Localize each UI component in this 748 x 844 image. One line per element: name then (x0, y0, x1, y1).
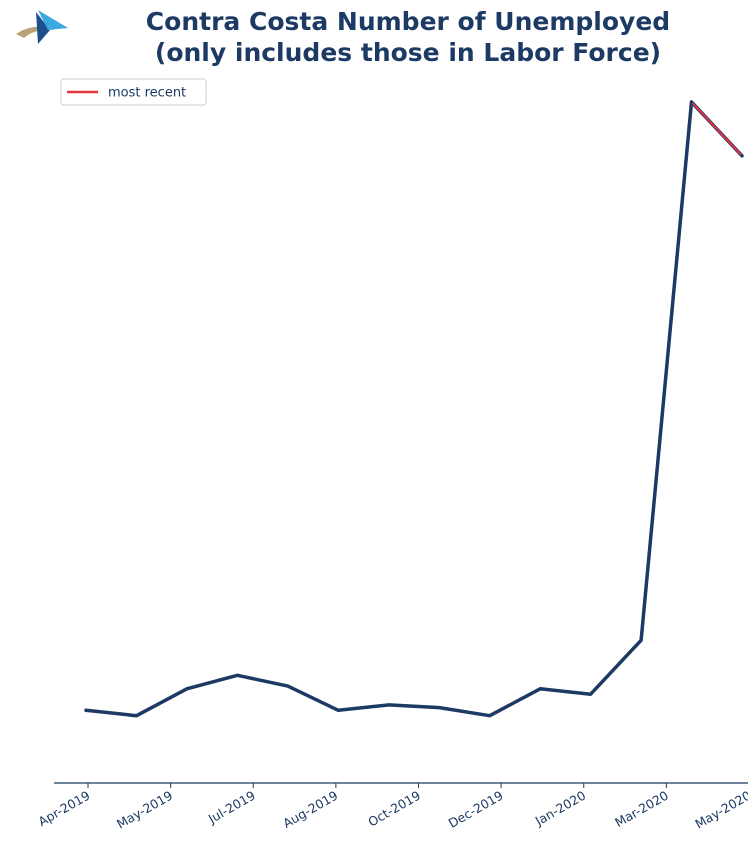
data-point (589, 692, 593, 696)
series-line-most-recent (690, 101, 743, 157)
data-point (286, 684, 290, 688)
x-tick-label: May-2020 (692, 788, 748, 832)
legend-box (60, 78, 207, 106)
data-point (639, 638, 643, 642)
chart-title-line1: Contra Costa Number of Unemployed (145, 7, 671, 36)
data-point (740, 154, 744, 158)
data-point (235, 673, 239, 677)
logo-dark-sail (36, 12, 50, 44)
data-point (488, 714, 492, 718)
data-point (538, 687, 542, 691)
x-tick-label: Dec-2019 (446, 788, 506, 831)
data-point (185, 687, 189, 691)
x-tick-label: Apr-2019 (36, 788, 93, 830)
x-tick-label: May-2019 (114, 788, 175, 832)
logo-light-sail (38, 10, 68, 30)
x-tick-label: Jan-2020 (532, 788, 589, 829)
chart-title-line2: (only includes those in Labor Force) (154, 38, 662, 67)
data-point (134, 714, 138, 718)
x-ticks (87, 783, 667, 788)
series-line-unemployed (84, 100, 744, 718)
chart-title: Contra Costa Number of Unemployed (only … (70, 6, 746, 68)
data-point (336, 708, 340, 712)
data-point (84, 708, 88, 712)
data-point (690, 100, 694, 104)
data-point (437, 706, 441, 710)
x-tick-label: Oct-2019 (365, 788, 423, 830)
x-tick-label: Aug-2019 (280, 788, 340, 831)
x-tick-labels: Apr-2019 May-2019 Jul-2019 Aug-2019 Oct-2019… (36, 788, 748, 832)
legend: most recent (60, 78, 207, 106)
sail-logo-icon (16, 10, 68, 44)
legend-label-most-recent: most recent (108, 86, 186, 101)
x-tick-label: Jul-2019 (205, 788, 258, 827)
data-point (387, 703, 391, 707)
series-layer (84, 100, 744, 718)
x-tick-label: Mar-2020 (612, 788, 671, 831)
